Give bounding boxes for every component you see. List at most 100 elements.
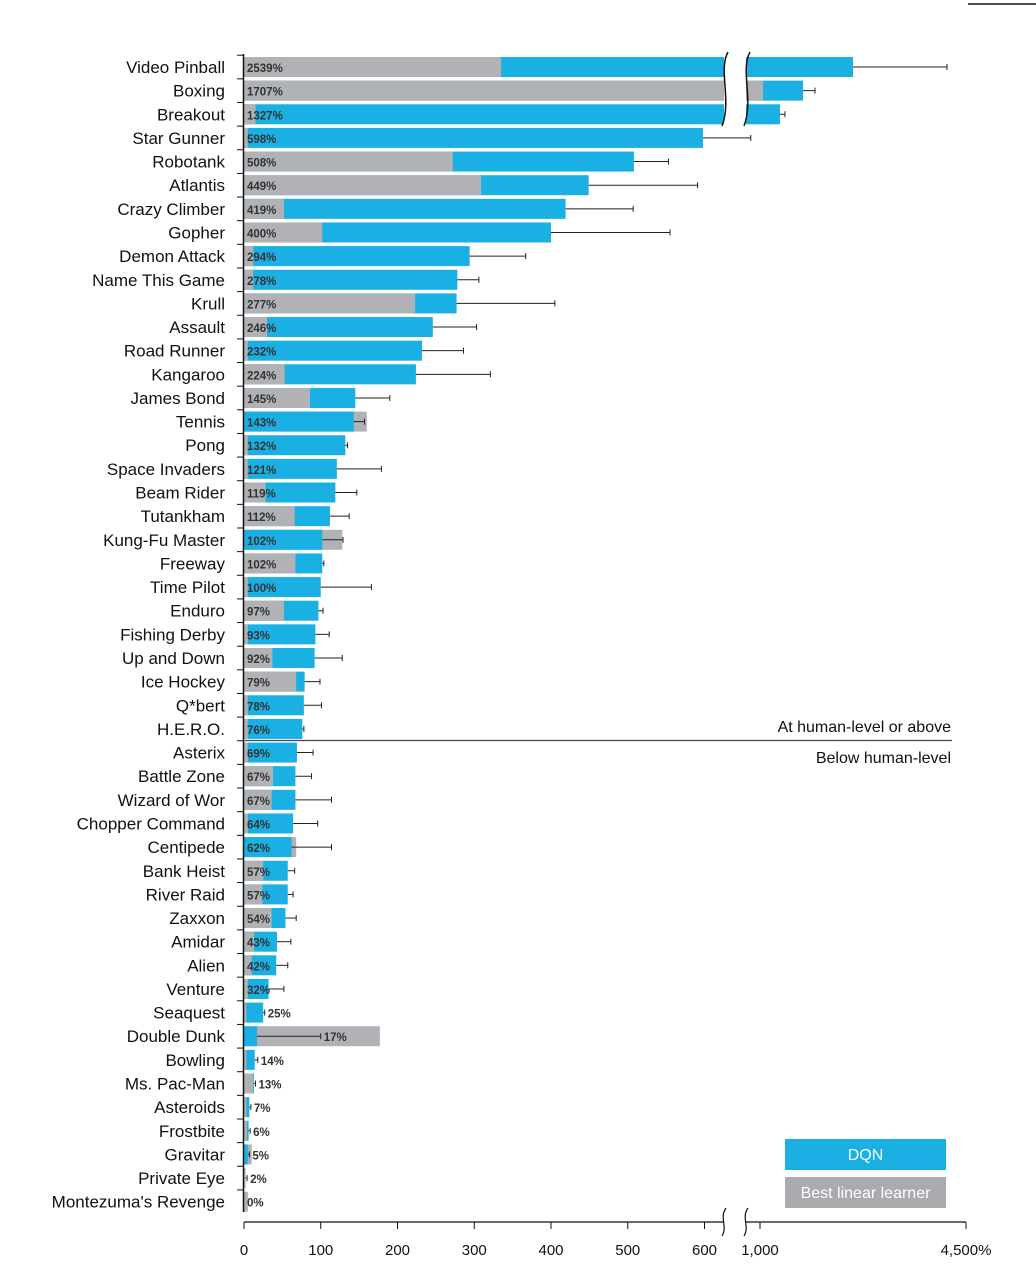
bar-linear bbox=[244, 317, 268, 338]
bar-row-private-eye: Private Eye 2% bbox=[138, 1168, 267, 1189]
bar-row-ms-pac-man: Ms. Pac-Man 13% bbox=[125, 1073, 282, 1094]
category-label: Up and Down bbox=[122, 649, 225, 668]
bar-dqn bbox=[244, 435, 346, 456]
axis-break-mark bbox=[743, 51, 751, 127]
category-label: Breakout bbox=[157, 105, 225, 124]
bar-linear bbox=[244, 1049, 247, 1070]
category-label: Krull bbox=[191, 294, 225, 313]
bar-row-kung-fu-master: Kung-Fu Master 102% bbox=[103, 529, 344, 550]
category-label: Gravitar bbox=[165, 1145, 226, 1164]
category-label: Bank Heist bbox=[143, 862, 225, 881]
data-label: 598% bbox=[247, 134, 276, 146]
bar-dqn bbox=[244, 529, 323, 550]
category-label: Demon Attack bbox=[119, 247, 225, 266]
category-label: Zaxxon bbox=[169, 909, 225, 928]
bar-linear bbox=[244, 198, 284, 219]
data-label: 57% bbox=[247, 890, 270, 902]
bar-row-beam-rider: Beam Rider 119% bbox=[135, 482, 358, 503]
category-label: Kung-Fu Master bbox=[103, 531, 225, 550]
category-label: Enduro bbox=[170, 602, 225, 621]
bar-row-time-pilot: Time Pilot 100% bbox=[150, 577, 372, 598]
legend-swatch-linear bbox=[785, 1177, 946, 1208]
category-label: H.E.R.O. bbox=[157, 720, 225, 739]
bar-linear bbox=[244, 908, 272, 929]
bar-dqn bbox=[244, 1144, 248, 1165]
data-label: 62% bbox=[247, 843, 270, 855]
category-label: James Bond bbox=[131, 389, 226, 408]
category-label: Alien bbox=[187, 956, 225, 975]
category-label: Double Dunk bbox=[127, 1027, 226, 1046]
bar-row-chopper-command: Chopper Command 64% bbox=[77, 813, 319, 834]
category-label: Tennis bbox=[176, 413, 225, 432]
bar-dqn bbox=[244, 837, 292, 858]
data-label: 119% bbox=[247, 489, 276, 501]
data-label: 42% bbox=[247, 961, 270, 973]
bar-linear bbox=[244, 931, 254, 952]
bar-linear bbox=[244, 813, 248, 834]
category-label: Asteroids bbox=[154, 1098, 225, 1117]
bar-dqn bbox=[244, 1097, 250, 1118]
bar-dqn bbox=[244, 411, 354, 432]
data-label: 54% bbox=[247, 914, 270, 926]
bar-linear bbox=[244, 364, 285, 385]
bar-row-ice-hockey: Ice Hockey 79% bbox=[141, 671, 321, 692]
bar-row-tennis: Tennis 143% bbox=[176, 411, 367, 432]
bar-row-video-pinball: Video Pinball 2539% bbox=[126, 57, 948, 77]
bar-row-alien: Alien 42% bbox=[187, 955, 289, 976]
bar-row-kangaroo: Kangaroo 224% bbox=[151, 364, 491, 385]
data-label: 13% bbox=[259, 1080, 282, 1092]
x-axis-break-mark bbox=[721, 1207, 727, 1237]
data-label: 92% bbox=[247, 654, 270, 666]
bar-row-demon-attack: Demon Attack 294% bbox=[119, 246, 527, 267]
data-label: 1707% bbox=[247, 87, 283, 99]
bar-row-asterix: Asterix 69% bbox=[173, 742, 314, 763]
data-label: 278% bbox=[247, 276, 276, 288]
bar-linear bbox=[244, 222, 323, 243]
x-tick-label: 500 bbox=[615, 1242, 640, 1259]
data-label: 67% bbox=[247, 772, 270, 784]
axis-break-mark bbox=[721, 51, 729, 127]
category-label: Atlantis bbox=[169, 176, 225, 195]
bar-linear bbox=[244, 482, 266, 503]
category-label: Name This Game bbox=[92, 271, 225, 290]
bar-row-seaquest: Seaquest 25% bbox=[153, 1002, 291, 1023]
data-label: 5% bbox=[252, 1150, 269, 1162]
category-label: Assault bbox=[169, 318, 225, 337]
data-label: 294% bbox=[247, 252, 276, 264]
category-label: Space Invaders bbox=[107, 460, 225, 479]
data-label: 6% bbox=[253, 1127, 270, 1139]
data-label: 508% bbox=[247, 158, 276, 170]
bar-linear bbox=[244, 104, 256, 125]
bar-row-assault: Assault 246% bbox=[169, 317, 478, 338]
category-label: Wizard of Wor bbox=[118, 791, 226, 810]
bar-dqn bbox=[244, 104, 780, 125]
bar-row-krull: Krull 277% bbox=[191, 293, 556, 314]
bar-linear bbox=[244, 1120, 248, 1141]
data-label: 97% bbox=[247, 607, 270, 619]
x-tick-label: 100 bbox=[308, 1242, 333, 1259]
bar-linear bbox=[244, 80, 763, 101]
x-axis-break-mark bbox=[743, 1207, 749, 1237]
bar-dqn bbox=[244, 955, 277, 976]
bar-linear bbox=[244, 340, 248, 361]
x-tick-label: 400 bbox=[538, 1242, 563, 1259]
category-label: Kangaroo bbox=[151, 365, 225, 384]
bar-linear bbox=[244, 577, 248, 598]
data-label: 25% bbox=[268, 1009, 291, 1021]
bar-row-name-this-game: Name This Game 278% bbox=[92, 269, 480, 290]
bar-linear bbox=[244, 789, 272, 810]
category-label: Ice Hockey bbox=[141, 673, 226, 692]
data-label: 7% bbox=[254, 1103, 271, 1115]
category-label: Battle Zone bbox=[138, 767, 225, 786]
bar-linear bbox=[244, 57, 502, 77]
data-label: 2% bbox=[250, 1174, 267, 1186]
bar-linear bbox=[244, 1002, 247, 1023]
category-label: Video Pinball bbox=[126, 58, 225, 77]
category-label: Centipede bbox=[147, 838, 225, 857]
bar-linear bbox=[244, 127, 248, 148]
bar-linear bbox=[244, 860, 264, 881]
bar-row-montezuma-s-revenge: Montezuma's Revenge 0% bbox=[52, 1191, 264, 1212]
bar-dqn bbox=[244, 127, 703, 148]
bar-row-battle-zone: Battle Zone 67% bbox=[138, 766, 313, 787]
category-label: Seaquest bbox=[153, 1004, 225, 1023]
